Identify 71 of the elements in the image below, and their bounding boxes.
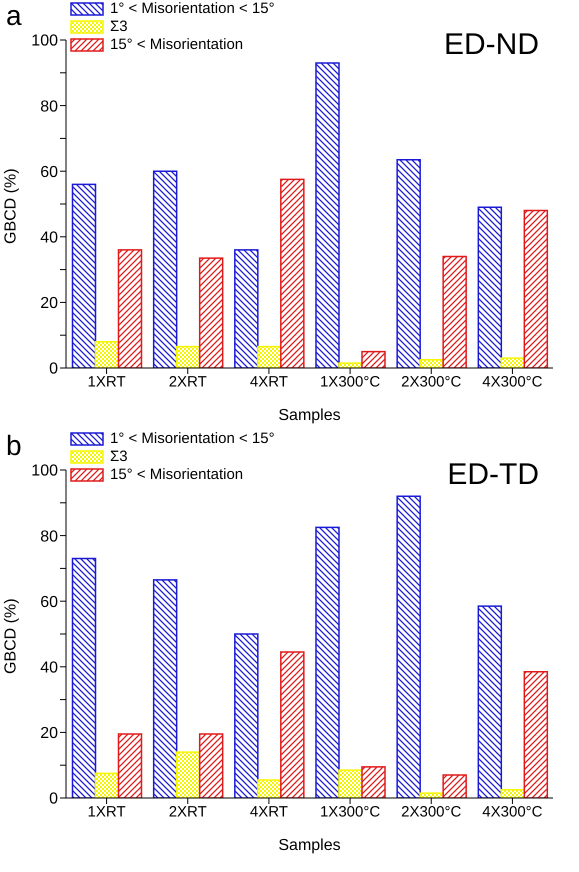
x-tick-label: 1X300°C: [320, 804, 380, 821]
bar: [442, 256, 467, 368]
y-tick-label: 20: [40, 295, 58, 312]
x-tick-label: 1XRT: [88, 374, 126, 391]
y-tick-label: 80: [40, 528, 58, 546]
legend-label: 1° < Misorientation < 15°: [110, 0, 275, 18]
x-tick-label: 2XRT: [168, 804, 207, 821]
y-tick-label: 80: [40, 98, 58, 116]
x-tick-label: 4X300°C: [482, 804, 543, 821]
x-tick-label: 2X300°C: [401, 804, 462, 821]
y-tick-label: 20: [40, 725, 58, 742]
x-axis-title: Samples: [278, 407, 341, 424]
bar: [338, 769, 363, 798]
bar: [361, 766, 386, 798]
x-tick-label: 4XRT: [250, 374, 288, 391]
text: a: [6, 0, 22, 32]
y-tick-label: 40: [40, 659, 58, 676]
x-tick-label: 2XRT: [168, 374, 207, 391]
bar: [524, 210, 548, 368]
bar: [118, 249, 142, 368]
bar: [198, 257, 224, 368]
x-tick-label: 4X300°C: [482, 374, 543, 391]
y-tick-label: 40: [40, 229, 58, 246]
bar: [72, 558, 96, 798]
bar: [198, 733, 224, 798]
bar: [315, 526, 340, 798]
legend-label: 15° < Misorientation: [110, 36, 244, 54]
bar: [118, 733, 142, 798]
bar: [94, 772, 120, 798]
y-axis-title: GBCD (%): [2, 168, 20, 244]
legend-label: 1° < Misorientation < 15°: [110, 430, 275, 448]
x-tick-label: 4XRT: [250, 804, 288, 821]
y-tick-label: 60: [40, 164, 58, 181]
bar: [396, 495, 421, 798]
bar: [478, 206, 502, 368]
bar: [361, 350, 386, 368]
y-tick-label: 100: [31, 32, 58, 50]
y-axis-title: GBCD (%): [2, 598, 20, 674]
bar: [280, 651, 305, 798]
y-tick-label: 0: [49, 360, 58, 378]
bar: [419, 359, 444, 368]
y-tick-label: 0: [49, 790, 58, 808]
bar: [234, 249, 259, 368]
bar: [524, 670, 548, 798]
bar: [94, 341, 120, 368]
bar: [500, 789, 526, 798]
bar: [152, 579, 178, 798]
x-axis-title: Samples: [278, 837, 341, 854]
bar: [234, 633, 259, 798]
y-tick-label: 60: [40, 594, 58, 611]
bar: [152, 170, 178, 368]
bar: [257, 346, 282, 368]
bar: [72, 184, 96, 368]
text: b: [6, 430, 22, 462]
x-tick-label: 1XRT: [88, 804, 126, 821]
bar: [176, 751, 200, 798]
y-tick-label: 100: [31, 462, 58, 480]
bar: [176, 346, 200, 368]
bar: [315, 62, 340, 368]
legend-label: Σ3: [110, 448, 128, 466]
x-tick-label: 2X300°C: [401, 374, 462, 391]
bar: [396, 158, 421, 368]
bar: [257, 779, 282, 798]
bar: [280, 178, 305, 368]
bar: [478, 605, 502, 798]
bar: [442, 774, 467, 798]
chart-title: ED-TD: [447, 458, 539, 492]
x-tick-label: 1X300°C: [320, 374, 380, 391]
legend-label: Σ3: [110, 18, 128, 36]
legend-label: 15° < Misorientation: [110, 466, 244, 484]
chart-title: ED-ND: [444, 28, 539, 62]
